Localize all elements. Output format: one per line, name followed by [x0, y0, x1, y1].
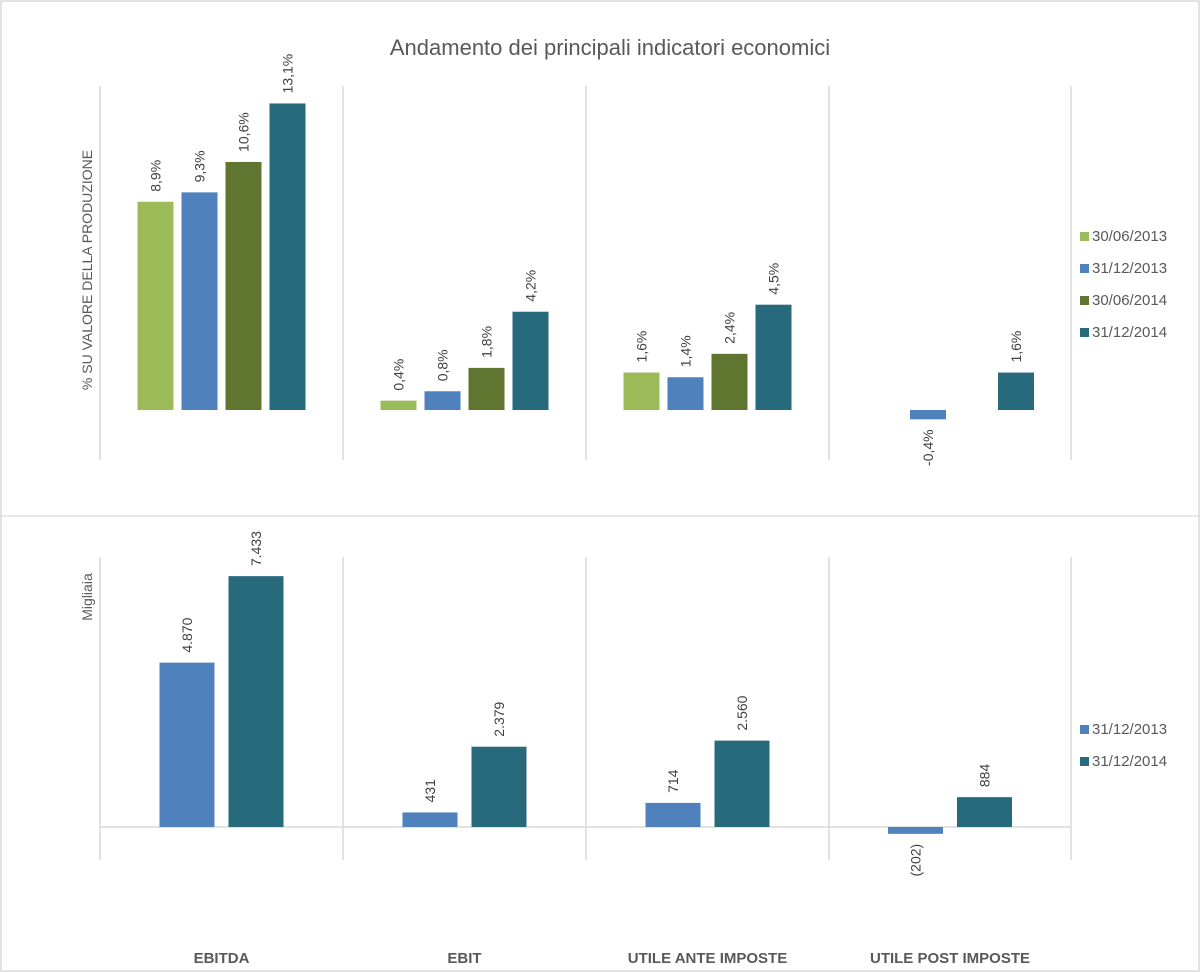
bottom-data-label-2-0: 714: [665, 769, 681, 793]
bottom-data-label-0-0: 4.870: [179, 617, 195, 652]
top-panel: 8,9% 9,3% 10,6% 13,1% 0,4% 0,8% 1,8% 4,2% 1,6% 1,…: [99, 54, 1072, 466]
bottom-data-label-3-1: 884: [977, 764, 993, 788]
top-data-label-2-1: 1,4%: [678, 335, 694, 367]
top-data-label-1-0: 0,4%: [391, 359, 407, 391]
top-data-label-1-1: 0,8%: [435, 349, 451, 381]
top-bar-0-1: [181, 192, 218, 410]
top-data-label-1-3: 4,2%: [523, 270, 539, 302]
bottom-data-label-1-1: 2.379: [491, 701, 507, 736]
category-labels: EBITDA EBIT UTILE ANTE IMPOSTE UTILE POST I…: [194, 950, 1030, 967]
top-legend-swatch-2: [1080, 296, 1089, 305]
top-bar-0-0: [137, 201, 174, 410]
bottom-bar-2-0: [645, 802, 701, 827]
category-label-3: UTILE POST IMPOSTE: [870, 950, 1030, 967]
top-data-label-0-1: 9,3%: [192, 150, 208, 182]
top-data-label-0-2: 10,6%: [236, 112, 252, 152]
top-legend: 30/06/2013 31/12/2013 30/06/2014 31/12/2014: [1080, 228, 1167, 341]
bottom-bar-3-1: [957, 797, 1012, 827]
top-data-label-2-0: 1,6%: [634, 331, 650, 363]
bottom-legend-swatch-0: [1080, 725, 1089, 734]
top-bar-3-1: [910, 410, 946, 420]
top-bar-1-3: [512, 311, 549, 410]
top-data-label-3-3: 1,6%: [1008, 331, 1024, 363]
top-legend-label-0: 30/06/2013: [1092, 228, 1167, 245]
bottom-bar-1-1: [471, 746, 527, 827]
bottom-legend-label-1: 31/12/2014: [1092, 753, 1167, 770]
top-bar-3-3: [998, 372, 1034, 410]
category-label-1: EBIT: [447, 950, 481, 967]
top-data-label-2-2: 2,4%: [722, 312, 738, 344]
bottom-legend-label-0: 31/12/2013: [1092, 721, 1167, 738]
category-label-2: UTILE ANTE IMPOSTE: [628, 950, 787, 967]
top-data-label-3-1: -0,4%: [920, 429, 936, 466]
top-data-label-2-3: 4,5%: [766, 263, 782, 295]
bottom-legend-swatch-1: [1080, 757, 1089, 766]
bottom-bar-3-0: [888, 827, 943, 834]
bottom-data-label-2-1: 2.560: [734, 695, 750, 730]
top-bar-2-2: [711, 353, 748, 410]
bottom-data-label-1-0: 431: [422, 779, 438, 803]
bottom-data-label-0-1: 7.433: [248, 531, 264, 566]
top-bar-2-0: [623, 372, 660, 410]
top-legend-label-1: 31/12/2013: [1092, 260, 1167, 277]
top-data-label-1-2: 1,8%: [479, 326, 495, 358]
bottom-bar-0-0: [159, 662, 215, 827]
bottom-legend: 31/12/2013 31/12/2014: [1080, 721, 1167, 770]
top-bar-1-1: [424, 391, 461, 410]
top-bar-2-1: [667, 377, 704, 410]
top-legend-swatch-1: [1080, 264, 1089, 273]
top-legend-label-2: 30/06/2014: [1092, 292, 1167, 309]
top-bar-0-2: [225, 161, 262, 410]
top-bar-1-2: [468, 367, 505, 410]
top-data-label-0-3: 13,1%: [280, 54, 296, 94]
top-data-label-0-0: 8,9%: [148, 160, 164, 192]
top-legend-label-3: 31/12/2014: [1092, 324, 1167, 341]
bottom-bar-2-1: [714, 740, 770, 827]
top-legend-swatch-0: [1080, 232, 1089, 241]
bottom-bar-1-0: [402, 812, 458, 827]
top-y-axis-label: % SU VALORE DELLA PRODUZIONE: [79, 150, 95, 390]
bottom-bar-0-1: [228, 576, 284, 827]
category-label-0: EBITDA: [194, 950, 250, 967]
top-bar-2-3: [755, 304, 792, 410]
top-legend-swatch-3: [1080, 328, 1089, 337]
bottom-panel: 4.870 7.433 431 2.379 714 2.560 (202) 884: [99, 531, 1072, 877]
top-bar-1-0: [380, 400, 417, 410]
bottom-y-axis-label: Migliaia: [79, 573, 95, 621]
top-bar-0-3: [269, 103, 306, 411]
chart-title: Andamento dei principali indicatori econ…: [390, 35, 830, 60]
bottom-data-label-3-0: (202): [908, 844, 924, 877]
